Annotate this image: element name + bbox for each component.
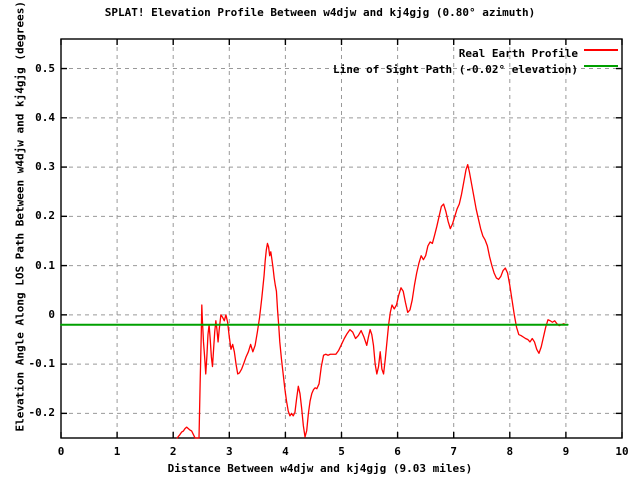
y-tick-label: 0 xyxy=(48,307,55,321)
series-real-earth-profile xyxy=(176,163,569,439)
legend-entry: Line of Sight Path (-0.02° elevation) xyxy=(333,62,618,76)
y-tick-label: 0.3 xyxy=(35,160,55,174)
x-axis-label: Distance Between w4djw and kj4gjg (9.03 … xyxy=(167,462,473,475)
x-tick-label: 5 xyxy=(338,445,345,458)
y-tick-label: -0.2 xyxy=(28,406,56,420)
x-tick-label: 0 xyxy=(57,445,65,458)
legend-swatch xyxy=(584,65,618,67)
y-tick-label: 0.4 xyxy=(35,110,55,124)
legend-label: Real Earth Profile xyxy=(458,46,578,60)
x-tick-label: 6 xyxy=(394,445,401,458)
legend-entry: Real Earth Profile xyxy=(459,46,618,60)
chart-title: SPLAT! Elevation Profile Between w4djw a… xyxy=(104,6,536,19)
y-tick-label: 0.5 xyxy=(35,61,55,75)
y-tick-label: 0.2 xyxy=(35,209,55,223)
legend-swatch xyxy=(584,49,618,51)
y-tick-label: -0.1 xyxy=(28,357,56,371)
x-tick-label: 3 xyxy=(225,445,233,458)
y-tick-label: 0.1 xyxy=(35,258,55,272)
x-tick-label: 8 xyxy=(506,445,514,458)
legend-label: Line of Sight Path (-0.02° elevation) xyxy=(332,62,578,76)
x-tick-label: 7 xyxy=(450,445,457,458)
x-tick-label: 4 xyxy=(282,445,289,458)
x-tick-label: 9 xyxy=(562,445,570,458)
x-tick-label: 10 xyxy=(615,445,629,458)
x-tick-label: 1 xyxy=(113,445,121,458)
x-tick-label: 2 xyxy=(169,445,177,458)
